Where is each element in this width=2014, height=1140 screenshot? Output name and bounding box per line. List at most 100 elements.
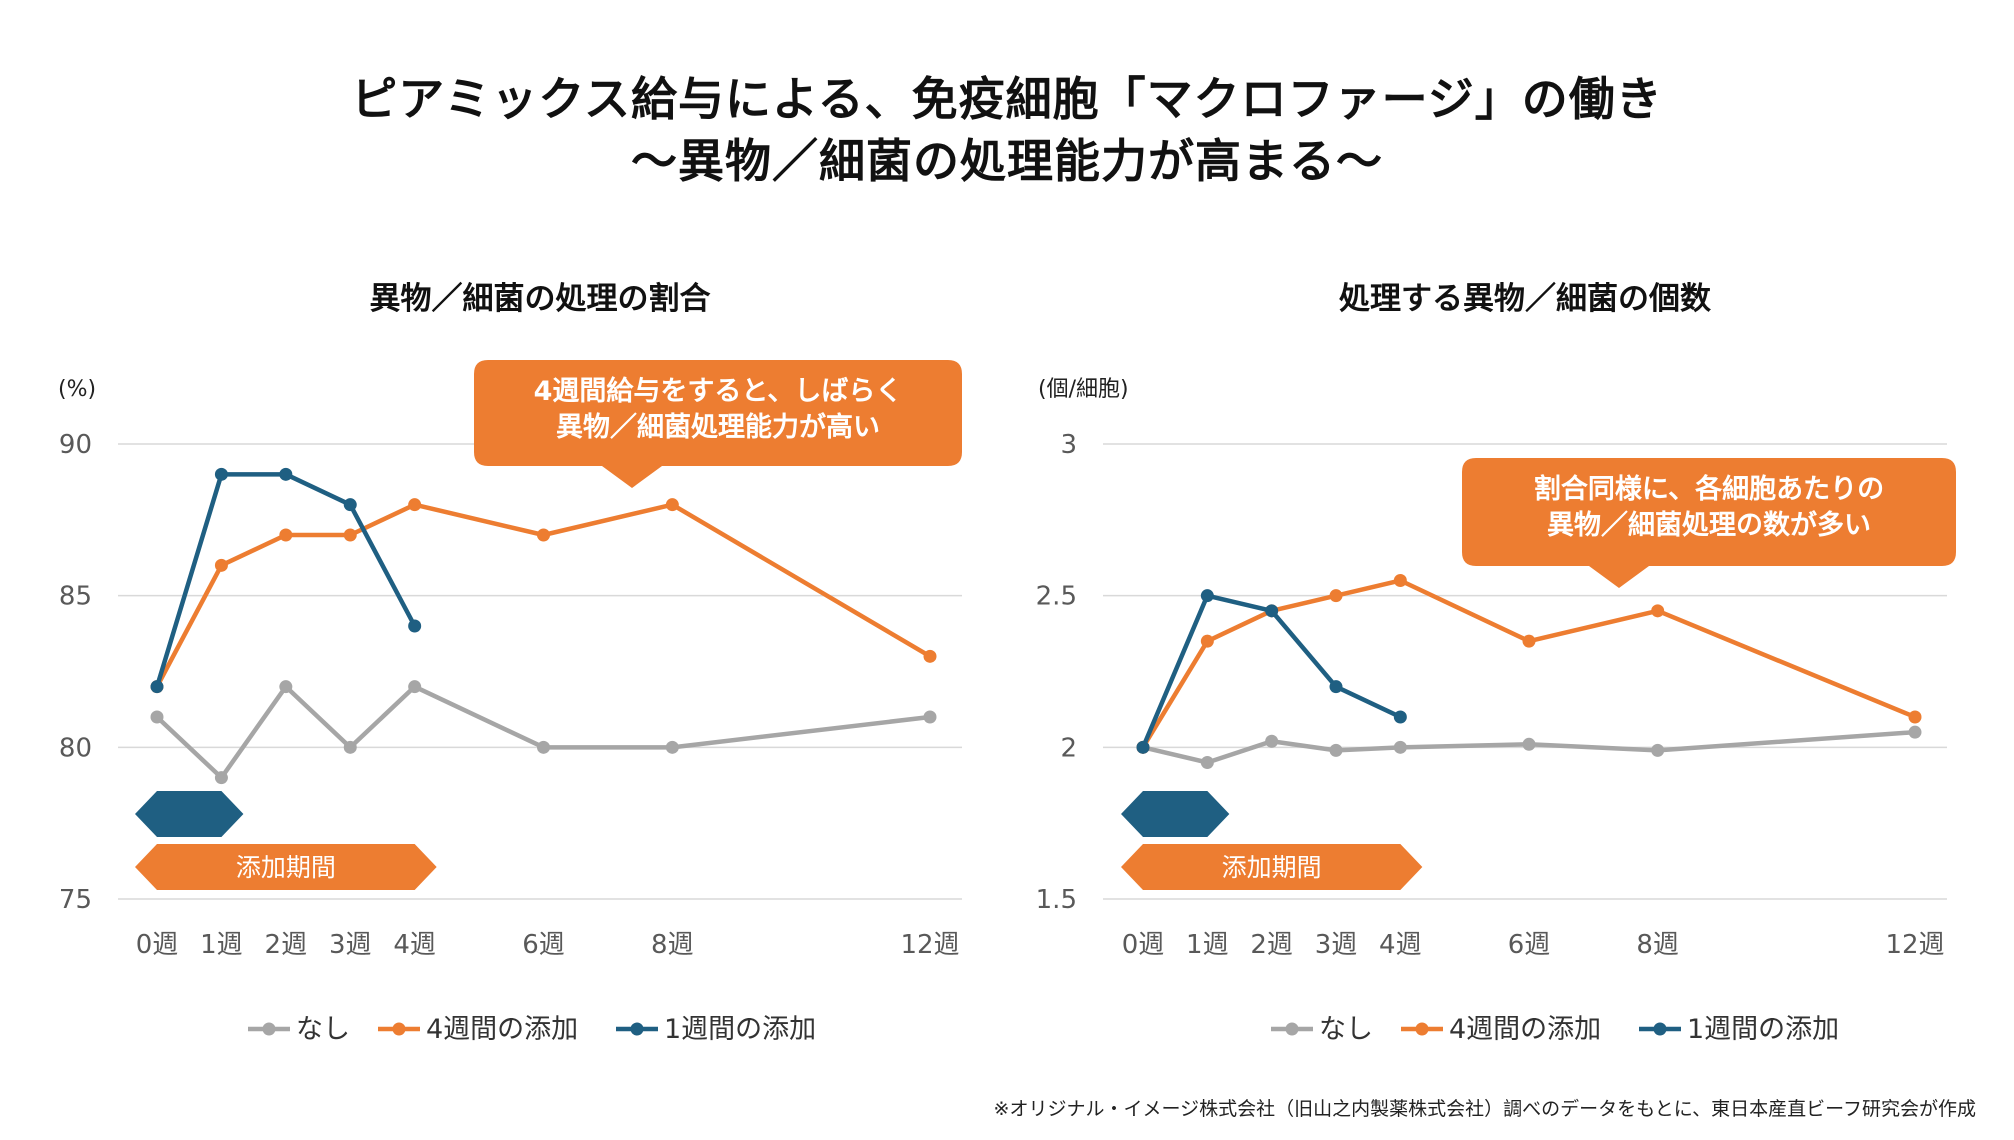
- x-tick-label: 0週: [1122, 930, 1165, 960]
- data-point: [665, 498, 679, 512]
- chart-count: 処理する異物／細菌の個数 (個/細胞) 1.5 2 2.5 3 0週 1週 2週 3週 4週 6週 8週…: [1007, 270, 2014, 1070]
- data-point: [1265, 604, 1279, 618]
- data-point: [1329, 680, 1343, 694]
- data-point: [214, 467, 228, 481]
- data-point: [1329, 589, 1343, 603]
- period-bar: [135, 791, 244, 837]
- data-point: [1136, 740, 1150, 754]
- main-title: ピアミックス給与による、免疫細胞「マクロファージ」の働き ～異物／細菌の処理能力…: [0, 68, 2014, 192]
- data-point: [537, 740, 550, 754]
- series-line: [154, 684, 933, 780]
- x-tick-label: 12週: [900, 930, 959, 960]
- legend-label: なし: [296, 1014, 350, 1045]
- x-tick-label: 12週: [1885, 930, 1944, 960]
- data-point: [343, 528, 357, 542]
- legend-label: 1週間の添加: [664, 1014, 816, 1045]
- legend-label: 4週間の添加: [426, 1014, 578, 1045]
- data-point: [279, 528, 293, 542]
- data-point: [1200, 589, 1214, 603]
- data-point: [1522, 737, 1536, 751]
- chart-title: 異物／細菌の処理の割合: [370, 281, 711, 317]
- legend-marker: [630, 1022, 644, 1036]
- x-tick-label: 4週: [393, 930, 436, 960]
- legend-label: 1週間の添加: [1687, 1014, 1839, 1045]
- x-tick-label: 2週: [1250, 930, 1293, 960]
- main-title-line-2: ～異物／細菌の処理能力が高まる～: [631, 134, 1383, 188]
- data-point: [1393, 710, 1407, 724]
- callout-text: 4週間給与をすると、しばらく: [534, 375, 903, 407]
- data-point: [343, 740, 357, 754]
- chart-ratio: 異物／細菌の処理の割合 (%) 75 80 85 90 0週 1週 2週 3週 4週 6週 8週 12週 添…: [0, 270, 1007, 1070]
- chart-svg: 異物／細菌の処理の割合 (%) 75 80 85 90 0週 1週 2週 3週 4週 6週 8週 12週 添…: [58, 281, 962, 1045]
- callout-text: 異物／細菌処理の数が多い: [1547, 509, 1871, 541]
- chart-svg: 処理する異物／細菌の個数 (個/細胞) 1.5 2 2.5 3 0週 1週 2週 3週 4週 6週 8週…: [1036, 281, 1956, 1045]
- callout-bubble: [1462, 458, 1956, 588]
- data-point: [408, 680, 422, 694]
- period-bar-label: 添加期間: [236, 853, 336, 882]
- data-point: [1393, 740, 1407, 754]
- y-tick-label: 75: [59, 885, 92, 915]
- series-line: [154, 472, 417, 689]
- series-line: [1140, 578, 1918, 750]
- legend-marker: [262, 1022, 276, 1036]
- legend-marker: [1653, 1022, 1667, 1036]
- y-tick-label: 80: [59, 733, 92, 763]
- series-line: [1140, 593, 1403, 750]
- period-bar: [1121, 844, 1423, 890]
- y-tick-label: 2.5: [1036, 582, 1077, 612]
- data-point: [214, 558, 228, 572]
- y-unit-label: (個/細胞): [1038, 377, 1129, 402]
- callout-text: 割合同様に、各細胞あたりの: [1534, 473, 1884, 505]
- data-point: [279, 467, 293, 481]
- data-point: [923, 710, 937, 724]
- y-unit-label: (%): [58, 377, 96, 402]
- data-point: [1651, 604, 1665, 618]
- main-title-line-1: ピアミックス給与による、免疫細胞「マクロファージ」の働き: [351, 72, 1663, 126]
- data-point: [1522, 634, 1536, 648]
- x-tick-label: 8週: [1636, 930, 1679, 960]
- x-tick-label: 3週: [1315, 930, 1358, 960]
- data-point: [150, 710, 164, 724]
- legend-marker: [392, 1022, 406, 1036]
- data-point: [1329, 743, 1343, 757]
- x-tick-label: 6週: [1508, 930, 1551, 960]
- y-tick-label: 85: [59, 582, 92, 612]
- y-tick-label: 3: [1060, 430, 1077, 460]
- y-tick-label: 90: [59, 430, 92, 460]
- data-point: [537, 528, 550, 542]
- x-tick-label: 3週: [329, 930, 372, 960]
- data-point: [1908, 725, 1922, 739]
- legend-label: 4週間の添加: [1449, 1014, 1601, 1045]
- legend-marker: [1415, 1022, 1429, 1036]
- period-bar-label: 添加期間: [1222, 853, 1322, 882]
- data-point: [665, 740, 679, 754]
- data-point: [408, 619, 422, 633]
- data-point: [1908, 710, 1922, 724]
- data-point: [1651, 743, 1665, 757]
- x-tick-label: 2週: [265, 930, 308, 960]
- series-line: [1140, 729, 1918, 765]
- x-tick-label: 4週: [1379, 930, 1422, 960]
- data-point: [343, 498, 357, 512]
- data-point: [1393, 574, 1407, 587]
- callout-bubble: [474, 360, 962, 488]
- x-tick-label: 0週: [136, 930, 179, 960]
- period-bar: [135, 844, 437, 890]
- data-point: [1265, 734, 1279, 748]
- y-tick-label: 2: [1060, 733, 1077, 763]
- data-point: [408, 498, 422, 512]
- legend-label: なし: [1319, 1014, 1373, 1045]
- data-point: [150, 680, 164, 694]
- period-bar: [1121, 791, 1230, 837]
- callout-text: 異物／細菌処理能力が高い: [556, 411, 880, 443]
- x-tick-label: 6週: [522, 930, 565, 960]
- legend-marker: [1285, 1022, 1299, 1036]
- series-line: [154, 502, 933, 689]
- x-tick-label: 8週: [651, 930, 694, 960]
- y-tick-label: 1.5: [1036, 885, 1077, 915]
- data-point: [279, 680, 293, 694]
- chart-title: 処理する異物／細菌の個数: [1339, 281, 1711, 317]
- data-point: [1200, 634, 1214, 648]
- x-tick-label: 1週: [200, 930, 243, 960]
- source-footnote: ※オリジナル・イメージ株式会社（旧山之内製薬株式会社）調べのデータをもとに、東日…: [993, 1098, 1976, 1120]
